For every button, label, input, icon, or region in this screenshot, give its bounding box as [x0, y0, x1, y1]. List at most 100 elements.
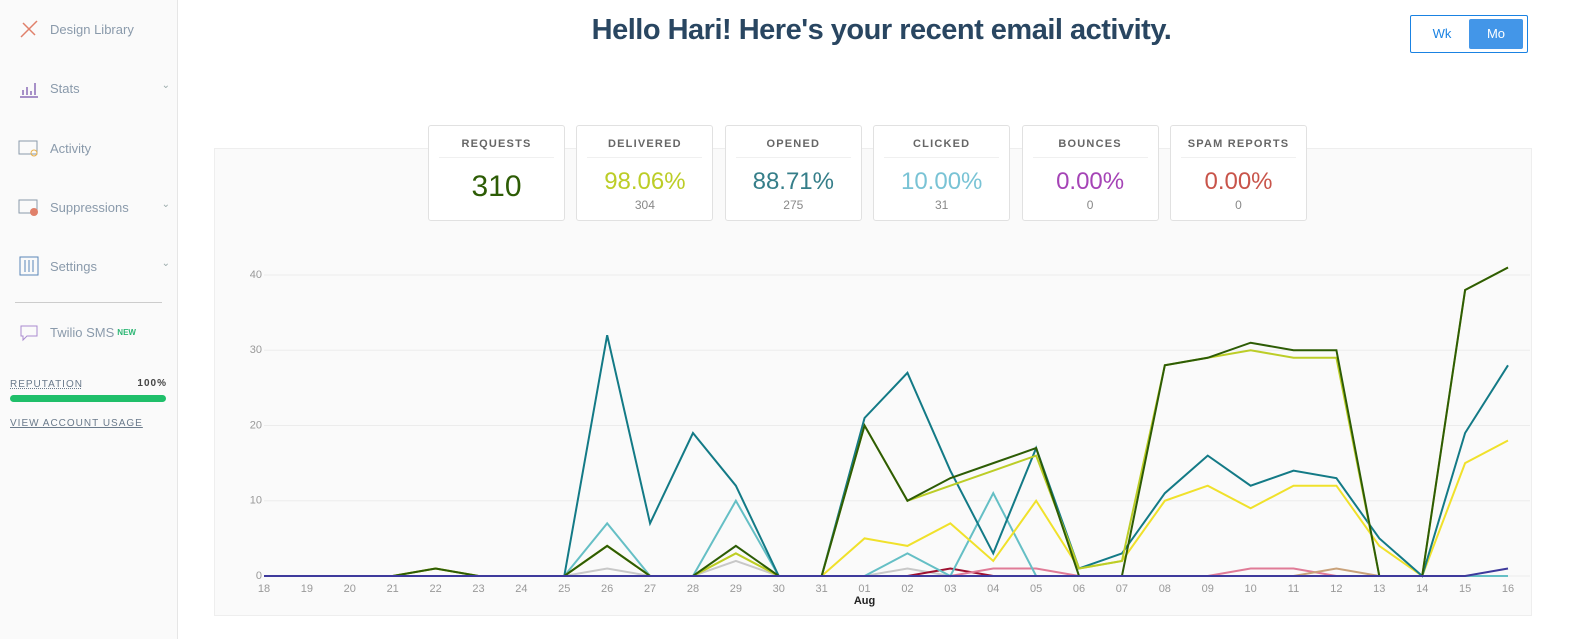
- y-tick-label: 40: [250, 269, 262, 281]
- chevron: ⌄: [161, 80, 170, 91]
- x-tick-label: 22: [429, 583, 441, 595]
- stat-label: CLICKED: [884, 138, 1000, 158]
- nav-item[interactable]: Twilio SMS NEW: [18, 320, 170, 344]
- x-tick-label: 07: [1116, 583, 1128, 595]
- x-tick-label: 06: [1073, 583, 1085, 595]
- x-tick-label: 12: [1330, 583, 1342, 595]
- nav-label: Design Library: [50, 21, 134, 37]
- chart-panel: [214, 148, 1532, 616]
- toggle-option[interactable]: Mo: [1469, 19, 1523, 49]
- y-tick-label: 10: [250, 495, 262, 507]
- icon: [20, 20, 38, 38]
- month-label: Aug: [854, 595, 875, 607]
- x-tick-label: 11: [1288, 583, 1299, 595]
- x-tick-label: 13: [1373, 583, 1385, 595]
- x-tick-label: 05: [1030, 583, 1042, 595]
- x-tick-label: 14: [1416, 583, 1428, 595]
- x-tick-label: 23: [472, 583, 484, 595]
- page-title: Hello Hari! Here's your recent email act…: [591, 14, 1172, 46]
- stat-label: BOUNCES: [1032, 138, 1148, 158]
- icon: [18, 140, 38, 157]
- y-tick-label: 0: [256, 570, 262, 582]
- x-tick-label: 16: [1502, 583, 1514, 595]
- x-tick-label: 21: [387, 583, 399, 595]
- stat-count: 0: [1235, 198, 1242, 212]
- nav-item[interactable]: Settings ⌄: [18, 254, 170, 278]
- x-tick-label: 04: [987, 583, 999, 595]
- reputation-bar: [10, 395, 166, 402]
- stat-label: REQUESTS: [439, 138, 554, 158]
- nav-label: Suppressions: [50, 199, 129, 215]
- x-tick-label: 18: [258, 583, 270, 595]
- stat-card: SPAM REPORTS 0.00% 0: [1170, 125, 1307, 221]
- nav-label: Stats: [50, 80, 80, 96]
- icon: [18, 199, 38, 216]
- nav-label: Settings: [50, 258, 97, 274]
- main: Hello Hari! Here's your recent email act…: [178, 0, 1585, 639]
- reputation-value: 100%: [137, 378, 167, 389]
- stat-value: 98.06%: [604, 168, 686, 195]
- x-tick-label: 01: [858, 583, 870, 595]
- stat-value: 10.00%: [900, 168, 983, 195]
- series-line: [264, 266, 1509, 577]
- x-tick-label: 10: [1244, 583, 1256, 595]
- icon: [20, 325, 38, 342]
- x-tick-label: 25: [558, 583, 570, 595]
- badge: NEW: [117, 327, 136, 337]
- stat-card: CLICKED 10.00% 31: [873, 125, 1011, 221]
- stat-label: DELIVERED: [587, 138, 703, 158]
- nav-item[interactable]: Activity: [18, 136, 170, 160]
- x-tick-label: 30: [773, 583, 785, 595]
- x-tick-label: 26: [601, 583, 613, 595]
- toggle-option[interactable]: Wk: [1432, 26, 1452, 41]
- stat-count: 304: [634, 198, 655, 212]
- stat-label: SPAM REPORTS: [1181, 138, 1296, 158]
- sidebar: Design Library Stats ⌄ Activity Suppressi…: [0, 0, 178, 639]
- series-line: [264, 567, 1509, 577]
- x-tick-label: 09: [1202, 583, 1214, 595]
- stat-value: 0.00%: [1204, 168, 1273, 195]
- stat-value: 0.00%: [1056, 168, 1125, 195]
- period-toggle: Wk Mo: [1410, 15, 1528, 53]
- stat-count: 275: [783, 198, 804, 212]
- stat-value: 310: [471, 170, 522, 203]
- stat-label: OPENED: [735, 138, 851, 158]
- chevron: ⌄: [161, 199, 170, 210]
- x-tick-label: 29: [730, 583, 742, 595]
- x-tick-label: 24: [515, 583, 527, 595]
- series-line: [264, 334, 1509, 578]
- x-tick-label: 02: [901, 583, 913, 595]
- stat-card: BOUNCES 0.00% 0: [1021, 125, 1159, 221]
- stat-card: DELIVERED 98.06% 304: [576, 125, 714, 221]
- reputation-label: REPUTATION: [10, 379, 83, 390]
- stat-count: 31: [935, 198, 949, 212]
- stat-count: 0: [1086, 198, 1094, 212]
- chart: 0 10 20 30 40 18 19 20 21 22 23 24 25 26 27 28 29 30 31 01 0…: [250, 266, 1530, 607]
- x-tick-label: 03: [944, 583, 956, 595]
- x-tick-label: 31: [816, 583, 828, 595]
- divider: [15, 302, 162, 303]
- nav-label: Twilio SMS: [50, 324, 115, 340]
- stat-card: OPENED 88.71% 275: [724, 125, 862, 221]
- stat-value: 88.71%: [752, 168, 834, 195]
- x-tick-label: 27: [644, 583, 656, 595]
- stat-card: REQUESTS 310: [428, 125, 565, 221]
- y-tick-label: 20: [250, 419, 262, 431]
- x-tick-label: 19: [301, 583, 313, 595]
- x-tick-label: 15: [1459, 583, 1471, 595]
- nav-item[interactable]: Stats ⌄: [18, 76, 170, 100]
- nav-item[interactable]: Suppressions ⌄: [18, 195, 170, 219]
- nav-item[interactable]: Design Library: [18, 17, 170, 41]
- icon: [19, 256, 39, 276]
- icon: [20, 83, 38, 98]
- chevron: ⌄: [161, 258, 170, 269]
- series-line: [264, 266, 1509, 577]
- x-tick-label: 08: [1159, 583, 1171, 595]
- series-line: [264, 491, 1508, 578]
- x-tick-label: 28: [687, 583, 699, 595]
- series-line: [264, 439, 1509, 578]
- x-tick-label: 20: [344, 583, 356, 595]
- usage-link[interactable]: VIEW ACCOUNT USAGE: [10, 418, 143, 429]
- nav-label: Activity: [50, 140, 92, 156]
